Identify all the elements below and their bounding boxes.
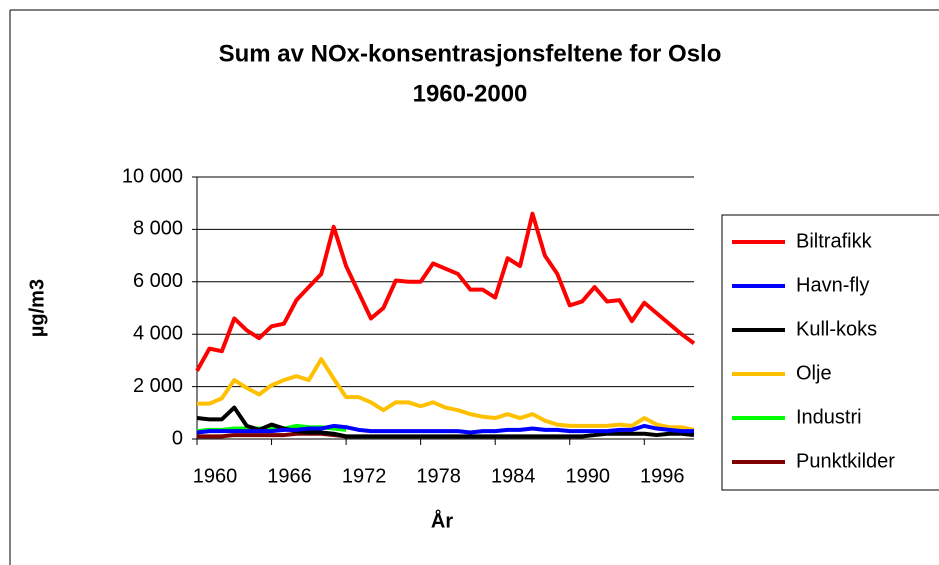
y-tick-label: 6 000	[133, 270, 183, 292]
chart-title: Sum av NOx-konsentrasjonsfeltene for Osl…	[219, 40, 722, 67]
legend-label: Punktkilder	[796, 450, 895, 472]
legend-label: Industri	[796, 406, 862, 428]
legend-label: Biltrafikk	[796, 230, 873, 252]
x-tick-label: 1984	[491, 465, 536, 487]
y-tick-label: 0	[172, 427, 183, 449]
chart-title: 1960-2000	[413, 80, 528, 107]
y-tick-label: 4 000	[133, 322, 183, 344]
series-line	[196, 405, 695, 439]
x-tick-label: 1960	[193, 465, 238, 487]
y-axis-label: µg/m3	[26, 279, 48, 337]
y-tick-label: 10 000	[122, 165, 183, 187]
series-line	[195, 211, 696, 372]
x-tick-label: 1972	[342, 465, 387, 487]
legend-label: Olje	[796, 362, 832, 384]
legend-box	[721, 214, 939, 491]
x-tick-label: 1990	[566, 465, 611, 487]
legend-label: Kull-koks	[796, 318, 877, 340]
x-axis-label: År	[431, 508, 453, 532]
x-tick-label: 1966	[267, 465, 312, 487]
series-line	[197, 357, 695, 432]
y-tick-label: 8 000	[133, 218, 183, 240]
x-tick-label: 1978	[416, 465, 461, 487]
series-line	[196, 423, 694, 435]
y-tick-label: 2 000	[133, 375, 183, 397]
x-tick-label: 1996	[640, 465, 685, 487]
legend-label: Havn-fly	[796, 274, 869, 296]
